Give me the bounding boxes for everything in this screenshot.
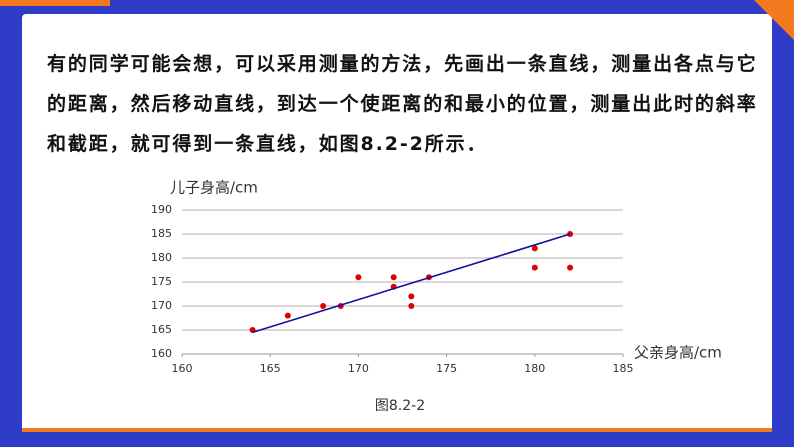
- y-tick-label: 160: [151, 347, 172, 360]
- y-tick-label: 180: [151, 251, 172, 264]
- y-tick-label: 185: [151, 227, 172, 240]
- decor: [0, 0, 110, 6]
- y-tick-label: 190: [151, 203, 172, 216]
- y-tick-label: 170: [151, 299, 172, 312]
- caption: 图8.2-2: [375, 398, 425, 414]
- x-tick-label: 180: [524, 362, 545, 375]
- y-tick-label: 165: [151, 323, 172, 336]
- paragraph: 有的同学可能会想，可以采用测量的方法，先画出一条直线，测量出各点与它的距离，然后…: [47, 53, 758, 155]
- decor: [22, 428, 772, 432]
- point: [567, 264, 574, 271]
- point: [531, 245, 538, 252]
- point: [408, 303, 415, 309]
- x-tick-label: 175: [436, 362, 457, 375]
- card: [22, 14, 772, 432]
- point: [284, 312, 291, 319]
- x-tick-label: 165: [260, 362, 281, 375]
- x-tick-label: 170: [348, 362, 369, 375]
- point: [355, 274, 362, 281]
- y-tick-label: 175: [151, 275, 172, 288]
- y-axis-label: 儿子身高/cm: [170, 179, 258, 197]
- fit-line: [252, 233, 571, 334]
- point: [408, 293, 415, 300]
- point: [390, 274, 397, 281]
- x-axis-label: 父亲身高/cm: [634, 344, 722, 362]
- x-tick-label: 160: [172, 362, 193, 375]
- point: [531, 264, 538, 271]
- point: [320, 303, 327, 309]
- x-tick-label: 185: [613, 362, 634, 375]
